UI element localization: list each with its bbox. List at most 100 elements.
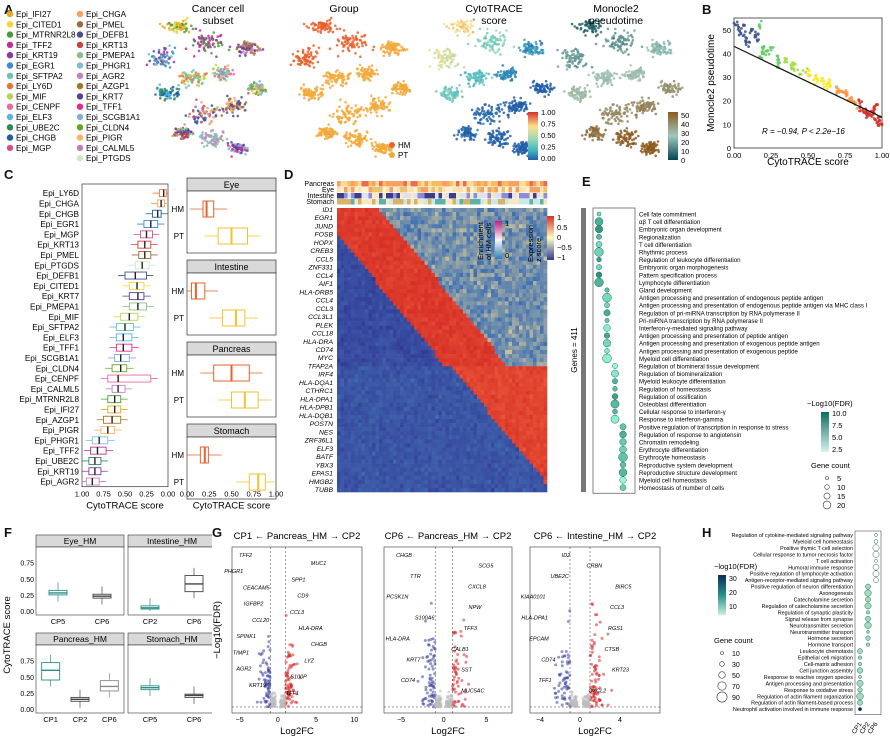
annot-cell bbox=[512, 199, 516, 205]
umap-point bbox=[452, 53, 455, 56]
annot-cell bbox=[473, 181, 478, 187]
umap-point bbox=[474, 44, 477, 48]
heat-cell bbox=[365, 224, 369, 229]
umap-point bbox=[215, 72, 219, 76]
heat-cell bbox=[375, 208, 380, 213]
annot-cell bbox=[340, 181, 345, 187]
heat-cell bbox=[382, 228, 387, 233]
heat-cell bbox=[498, 208, 502, 213]
umap-point bbox=[402, 80, 406, 83]
subset-label: Epi_KRT19 bbox=[37, 467, 79, 476]
heat-cell bbox=[477, 220, 481, 225]
umap-point bbox=[563, 90, 566, 93]
umap-point bbox=[485, 117, 489, 121]
umap-point bbox=[207, 34, 210, 38]
umap-point bbox=[237, 102, 240, 106]
heat-cell bbox=[347, 212, 352, 217]
umap-point bbox=[202, 136, 205, 140]
annot-cell bbox=[347, 199, 352, 205]
heat-cell bbox=[372, 220, 376, 225]
umap-point bbox=[497, 130, 501, 133]
heat-cell bbox=[533, 240, 537, 245]
x-tick-right: 0.75 bbox=[246, 490, 261, 499]
umap-point bbox=[463, 126, 467, 130]
heat-cell bbox=[428, 236, 432, 241]
umap-point bbox=[631, 73, 635, 77]
heat-cell bbox=[403, 224, 408, 229]
scatter-point bbox=[865, 113, 869, 117]
umap-point bbox=[240, 47, 244, 50]
x-tick-right: 0.25 bbox=[202, 490, 217, 499]
heat-cell bbox=[424, 228, 429, 233]
umap-point bbox=[459, 73, 463, 77]
heat-cell bbox=[368, 212, 373, 217]
umap-point bbox=[527, 52, 531, 55]
umap-point bbox=[472, 18, 476, 21]
heat-cell bbox=[470, 224, 474, 229]
umap-point bbox=[375, 143, 379, 146]
annot-cell bbox=[445, 181, 450, 187]
umap-point bbox=[645, 148, 648, 152]
umap-point bbox=[449, 57, 453, 61]
legend-label: Epi_KRT13 bbox=[86, 41, 128, 50]
annot-cell bbox=[519, 181, 523, 187]
umap-point bbox=[524, 45, 527, 49]
umap-point bbox=[196, 109, 200, 113]
umap-point bbox=[246, 146, 249, 150]
annot-cell bbox=[337, 193, 341, 199]
heat-cell bbox=[449, 220, 453, 225]
pseudo-tick: 30 bbox=[681, 129, 689, 138]
umap-point bbox=[346, 145, 350, 148]
heat-cell bbox=[487, 228, 492, 233]
umap-point bbox=[213, 45, 216, 49]
annot-cell bbox=[361, 181, 366, 187]
umap-point bbox=[191, 132, 194, 136]
umap-point bbox=[607, 39, 610, 43]
heat-cell bbox=[347, 228, 352, 233]
umap-point bbox=[355, 128, 359, 132]
umap-point bbox=[355, 72, 359, 75]
heat-cell bbox=[435, 224, 439, 229]
umap-point bbox=[507, 116, 510, 119]
heat-cell bbox=[421, 220, 425, 225]
umap-point bbox=[617, 122, 620, 125]
umap-point bbox=[192, 69, 195, 72]
heat-cell bbox=[522, 228, 527, 233]
legend-dot bbox=[76, 10, 84, 18]
heat-cell bbox=[536, 224, 541, 229]
scatter-point bbox=[820, 79, 824, 83]
umap-point bbox=[579, 23, 582, 26]
umap-point bbox=[539, 85, 542, 89]
heat-cell bbox=[449, 228, 453, 233]
umap-point bbox=[159, 96, 162, 100]
umap-point bbox=[211, 72, 215, 75]
umap-point bbox=[359, 72, 363, 76]
umap-point bbox=[446, 96, 449, 99]
umap-point bbox=[583, 86, 587, 90]
umap-point bbox=[631, 104, 635, 107]
annot-cell bbox=[365, 181, 369, 187]
umap-point bbox=[372, 145, 376, 149]
umap-point bbox=[639, 100, 642, 103]
heat-cell bbox=[508, 228, 513, 233]
umap-point bbox=[183, 79, 186, 83]
umap-point bbox=[231, 68, 234, 72]
heat-cell bbox=[512, 240, 516, 245]
umap-point bbox=[163, 48, 167, 51]
umap-point bbox=[458, 22, 461, 25]
umap-point bbox=[337, 76, 341, 80]
umap-point bbox=[627, 132, 631, 135]
umap-point bbox=[336, 55, 340, 58]
annot-cell bbox=[494, 199, 499, 205]
umap-point bbox=[211, 128, 214, 132]
umap-point bbox=[525, 144, 528, 148]
umap-point bbox=[233, 96, 236, 100]
umap-point bbox=[580, 134, 584, 137]
umap-point bbox=[464, 129, 468, 132]
umap-point bbox=[225, 102, 229, 105]
scatter-point bbox=[807, 73, 811, 77]
umap-point bbox=[397, 52, 400, 55]
umap-point bbox=[606, 82, 609, 85]
umap-point bbox=[198, 29, 202, 32]
umap-point bbox=[493, 73, 496, 77]
